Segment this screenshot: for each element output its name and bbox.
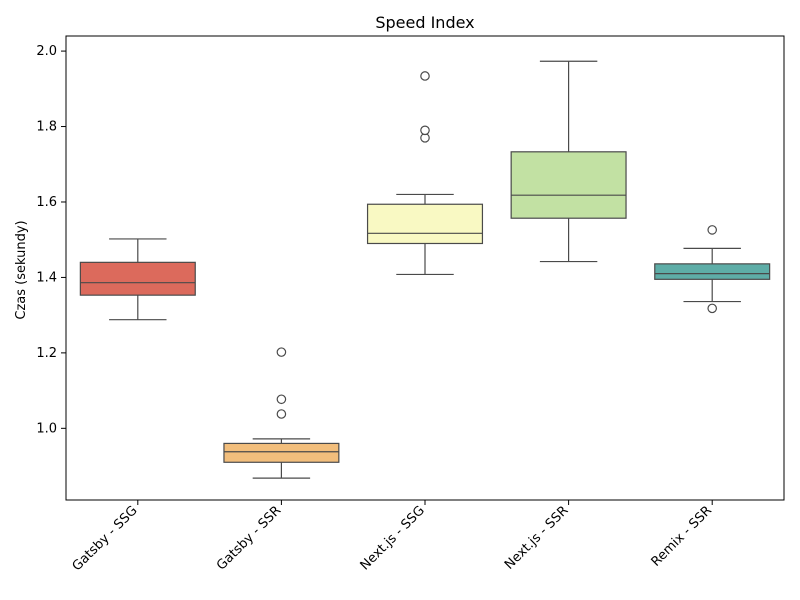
y-tick-label: 1.2 bbox=[36, 346, 57, 361]
y-tick-label: 1.6 bbox=[36, 195, 57, 210]
y-tick-label: 1.0 bbox=[36, 421, 57, 436]
box bbox=[79, 261, 196, 296]
y-axis: 1.0 1.2 1.4 1.6 1.8 2.0 bbox=[36, 44, 66, 436]
outlier-point bbox=[707, 225, 717, 235]
outlier-point bbox=[707, 303, 717, 314]
y-tick-label: 2.0 bbox=[36, 44, 57, 59]
plot-area bbox=[65, 35, 785, 501]
box bbox=[510, 151, 627, 219]
y-tick-label: 1.4 bbox=[36, 270, 57, 285]
box bbox=[223, 442, 340, 463]
chart-title: Speed Index bbox=[375, 13, 474, 32]
outlier-point bbox=[276, 394, 287, 405]
outlier-point bbox=[276, 347, 287, 357]
box-series-gatsby-ssr bbox=[223, 347, 340, 479]
outlier-point bbox=[420, 125, 430, 136]
box-series-next-js-ssg bbox=[366, 71, 484, 276]
box bbox=[366, 203, 484, 245]
box-series-gatsby-ssg bbox=[79, 238, 196, 321]
box-series-next-js-ssr bbox=[510, 60, 627, 263]
box bbox=[654, 263, 771, 280]
outlier-point bbox=[420, 71, 430, 81]
outlier-point bbox=[276, 409, 287, 419]
y-tick-label: 1.8 bbox=[36, 120, 57, 135]
y-axis-label: Czas (sekundy) bbox=[14, 220, 29, 319]
box-series-remix-ssr bbox=[654, 225, 771, 314]
